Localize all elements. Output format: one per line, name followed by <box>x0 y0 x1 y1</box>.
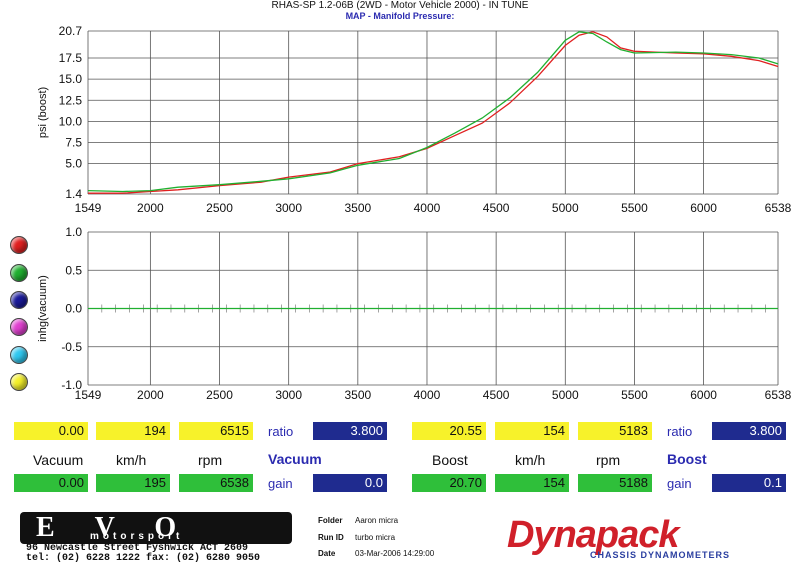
dyno-charts: 1549 2000 2500 3000 3500 4000 4500 5000 5500 6000… <box>37 24 792 402</box>
runid-label: Run ID <box>318 533 344 542</box>
x-tick-label: 4000 <box>414 388 441 402</box>
dynapack-tagline: CHASSIS DYNAMOMETERS <box>590 550 731 560</box>
y-tick-label: 10.0 <box>59 114 83 128</box>
x-tick-label: 4500 <box>483 201 510 215</box>
date-value: 03-Mar-2006 14:29:00 <box>355 549 435 558</box>
x-tick-label: 2500 <box>206 388 233 402</box>
y-tick-label: 7.5 <box>65 135 82 149</box>
dynapack-logo: Dynapack <box>507 514 680 556</box>
run-indicator-red[interactable] <box>10 236 28 254</box>
x-tick-label: 4500 <box>483 388 510 402</box>
y-tick-label: -1.0 <box>61 378 82 392</box>
boost-kmh-top-value: 154 <box>495 422 569 440</box>
boost-gain-value: 0.1 <box>712 474 786 492</box>
x-tick-label: 3000 <box>275 201 302 215</box>
x-tick-label: 6538 <box>765 201 792 215</box>
series-line <box>88 31 779 194</box>
run-indicator-cyan[interactable] <box>10 346 28 364</box>
kmh-top-value: 194 <box>96 422 170 440</box>
x-tick-label: 6000 <box>690 388 717 402</box>
evo-logo-sub: motorsport <box>90 531 184 542</box>
rpm-top-value: 6515 <box>179 422 253 440</box>
x-tick-label: 2500 <box>206 201 233 215</box>
y-tick-label: 0.0 <box>65 302 82 316</box>
ratio-value: 3.800 <box>313 422 387 440</box>
boost-gain-label: gain <box>667 476 692 491</box>
date-label: Date <box>318 549 336 558</box>
vacuum-top-value: 0.00 <box>14 422 88 440</box>
y-tick-label: 15.0 <box>59 72 83 86</box>
x-tick-label: 5000 <box>552 201 579 215</box>
run-indicator-blue[interactable] <box>10 291 28 309</box>
boost-bottom-value: 20.70 <box>412 474 486 492</box>
boost-rpm-label: rpm <box>596 452 621 468</box>
boost-label: Boost <box>432 452 468 468</box>
x-tick-label: 6538 <box>765 388 792 402</box>
vacuum-bottom-value: 0.00 <box>14 474 88 492</box>
boost-kmh-bottom-value: 154 <box>495 474 569 492</box>
boost-heading: Boost <box>667 451 707 467</box>
vacuum-label: Vacuum <box>33 452 84 468</box>
y-axis-label: psi (boost) <box>37 87 49 138</box>
rpm-bottom-value: 6538 <box>179 474 253 492</box>
y-tick-label: 17.5 <box>59 51 83 65</box>
boost-kmh-label: km/h <box>515 452 546 468</box>
evo-logo-text: EVO <box>36 512 217 543</box>
x-tick-label: 5500 <box>621 201 648 215</box>
run-indicator-yellow[interactable] <box>10 373 28 391</box>
run-indicator-magenta[interactable] <box>10 318 28 336</box>
boost-rpm-top-value: 5183 <box>578 422 652 440</box>
x-tick-label: 1549 <box>75 201 102 215</box>
x-tick-label: 3500 <box>344 201 371 215</box>
x-tick-label: 5500 <box>621 388 648 402</box>
y-tick-label: 1.0 <box>65 225 82 239</box>
boost-ratio-value: 3.800 <box>712 422 786 440</box>
chart-subtitle: MAP - Manifold Pressure: <box>345 11 455 21</box>
kmh-bottom-value: 195 <box>96 474 170 492</box>
x-tick-label: 3500 <box>344 388 371 402</box>
boost-ratio-label: ratio <box>667 424 693 439</box>
address: 96 Newcastle Street Fyshwick ACT 2609 <box>26 543 249 554</box>
x-tick-label: 6000 <box>690 201 717 215</box>
y-tick-label: -0.5 <box>61 340 82 354</box>
rpm-label: rpm <box>198 452 223 468</box>
phone-fax: tel: (02) 6228 1222 fax: (02) 6280 9050 <box>26 553 261 564</box>
x-tick-label: 1549 <box>75 388 102 402</box>
evo-logo: EVO <box>20 512 292 544</box>
gain-label: gain <box>268 476 293 491</box>
series-line <box>87 31 779 193</box>
x-tick-label: 2000 <box>137 388 164 402</box>
x-tick-label: 3000 <box>275 388 302 402</box>
y-tick-label: 12.5 <box>59 93 83 107</box>
y-tick-label: 1.4 <box>65 187 82 201</box>
y-tick-label: 20.7 <box>59 24 83 38</box>
vacuum-heading: Vacuum <box>268 451 322 467</box>
runid-value: turbo micra <box>355 533 396 542</box>
y-tick-label: 0.5 <box>65 263 82 277</box>
y-tick-label: 5.0 <box>65 157 82 171</box>
y-axis-label: inhg(vacuum) <box>37 275 49 342</box>
boost-top-value: 20.55 <box>412 422 486 440</box>
boost-rpm-bottom-value: 5188 <box>578 474 652 492</box>
ratio-label: ratio <box>268 424 294 439</box>
chart-title: RHAS-SP 1.2-06B (2WD - Motor Vehicle 200… <box>271 0 529 11</box>
x-tick-label: 4000 <box>414 201 441 215</box>
folder-label: Folder <box>318 516 343 525</box>
x-tick-label: 2000 <box>137 201 164 215</box>
kmh-label: km/h <box>116 452 147 468</box>
x-tick-label: 5000 <box>552 388 579 402</box>
run-indicator-green[interactable] <box>10 264 28 282</box>
gain-value: 0.0 <box>313 474 387 492</box>
folder-value: Aaron micra <box>355 516 399 525</box>
